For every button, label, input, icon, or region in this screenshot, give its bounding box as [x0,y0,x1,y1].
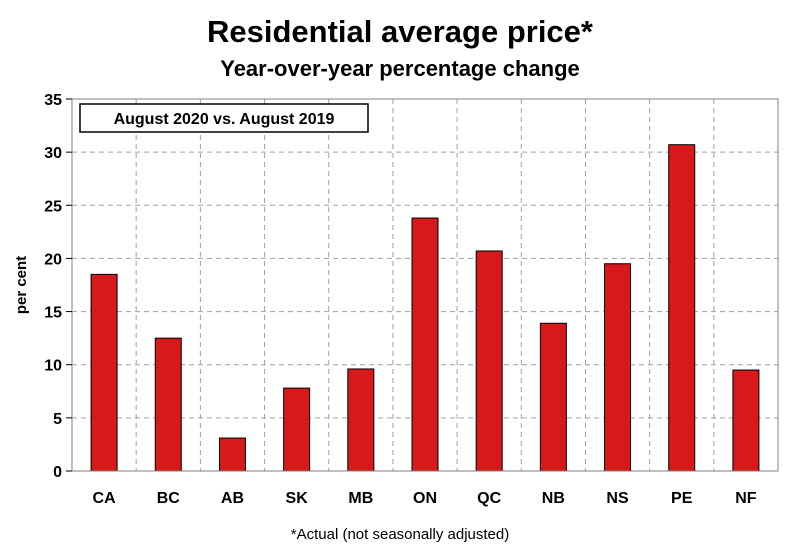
y-tick-label: 10 [44,358,62,375]
x-category-label: BC [157,490,181,507]
x-category-label: NS [606,490,629,507]
bar-ab [218,437,246,472]
bar-sk [283,387,311,472]
y-tick-label: 20 [44,251,62,268]
bars [90,144,760,472]
x-category-label: ON [413,490,437,507]
y-tick-label: 0 [53,464,62,481]
x-category-label: NF [735,490,757,507]
bar-mb [347,368,375,472]
x-category-label: PE [671,490,693,507]
plot-frame [71,98,779,472]
y-axis-title: per cent [13,256,30,314]
bar-ns [604,263,632,472]
x-category-label: NB [542,490,565,507]
y-axis-ticks: 0 5 10 15 20 25 30 35 [44,92,72,481]
y-tick-label: 25 [44,198,62,215]
legend-label: August 2020 vs. August 2019 [114,111,335,128]
x-category-label: AB [221,490,244,507]
footnote: *Actual (not seasonally adjusted) [291,526,509,543]
x-category-label: CA [93,490,117,507]
bar-pe [668,144,696,472]
y-tick-label: 35 [44,92,62,109]
bar-ca [90,273,118,472]
y-tick-label: 15 [44,305,62,322]
chart-title: Residential average price* [207,14,594,49]
bar-nb [539,322,567,472]
bar-bc [154,337,182,472]
chart-subtitle: Year-over-year percentage change [220,56,580,81]
x-axis-categories: CA BC AB SK MB ON QC NB NS PE NF [93,490,757,507]
y-tick-label: 5 [53,411,62,428]
legend: August 2020 vs. August 2019 [79,103,369,133]
y-tick-label: 30 [44,145,62,162]
x-category-label: MB [348,490,373,507]
x-category-label: QC [477,490,501,507]
bar-qc [475,250,503,472]
x-category-label: SK [286,490,309,507]
bar-nf [732,369,760,472]
bar-on [411,217,439,472]
legend-box [79,103,369,133]
